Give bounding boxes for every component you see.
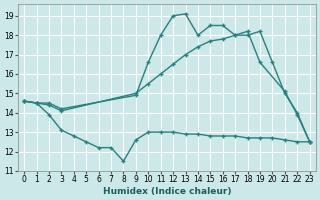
X-axis label: Humidex (Indice chaleur): Humidex (Indice chaleur) [103,187,231,196]
